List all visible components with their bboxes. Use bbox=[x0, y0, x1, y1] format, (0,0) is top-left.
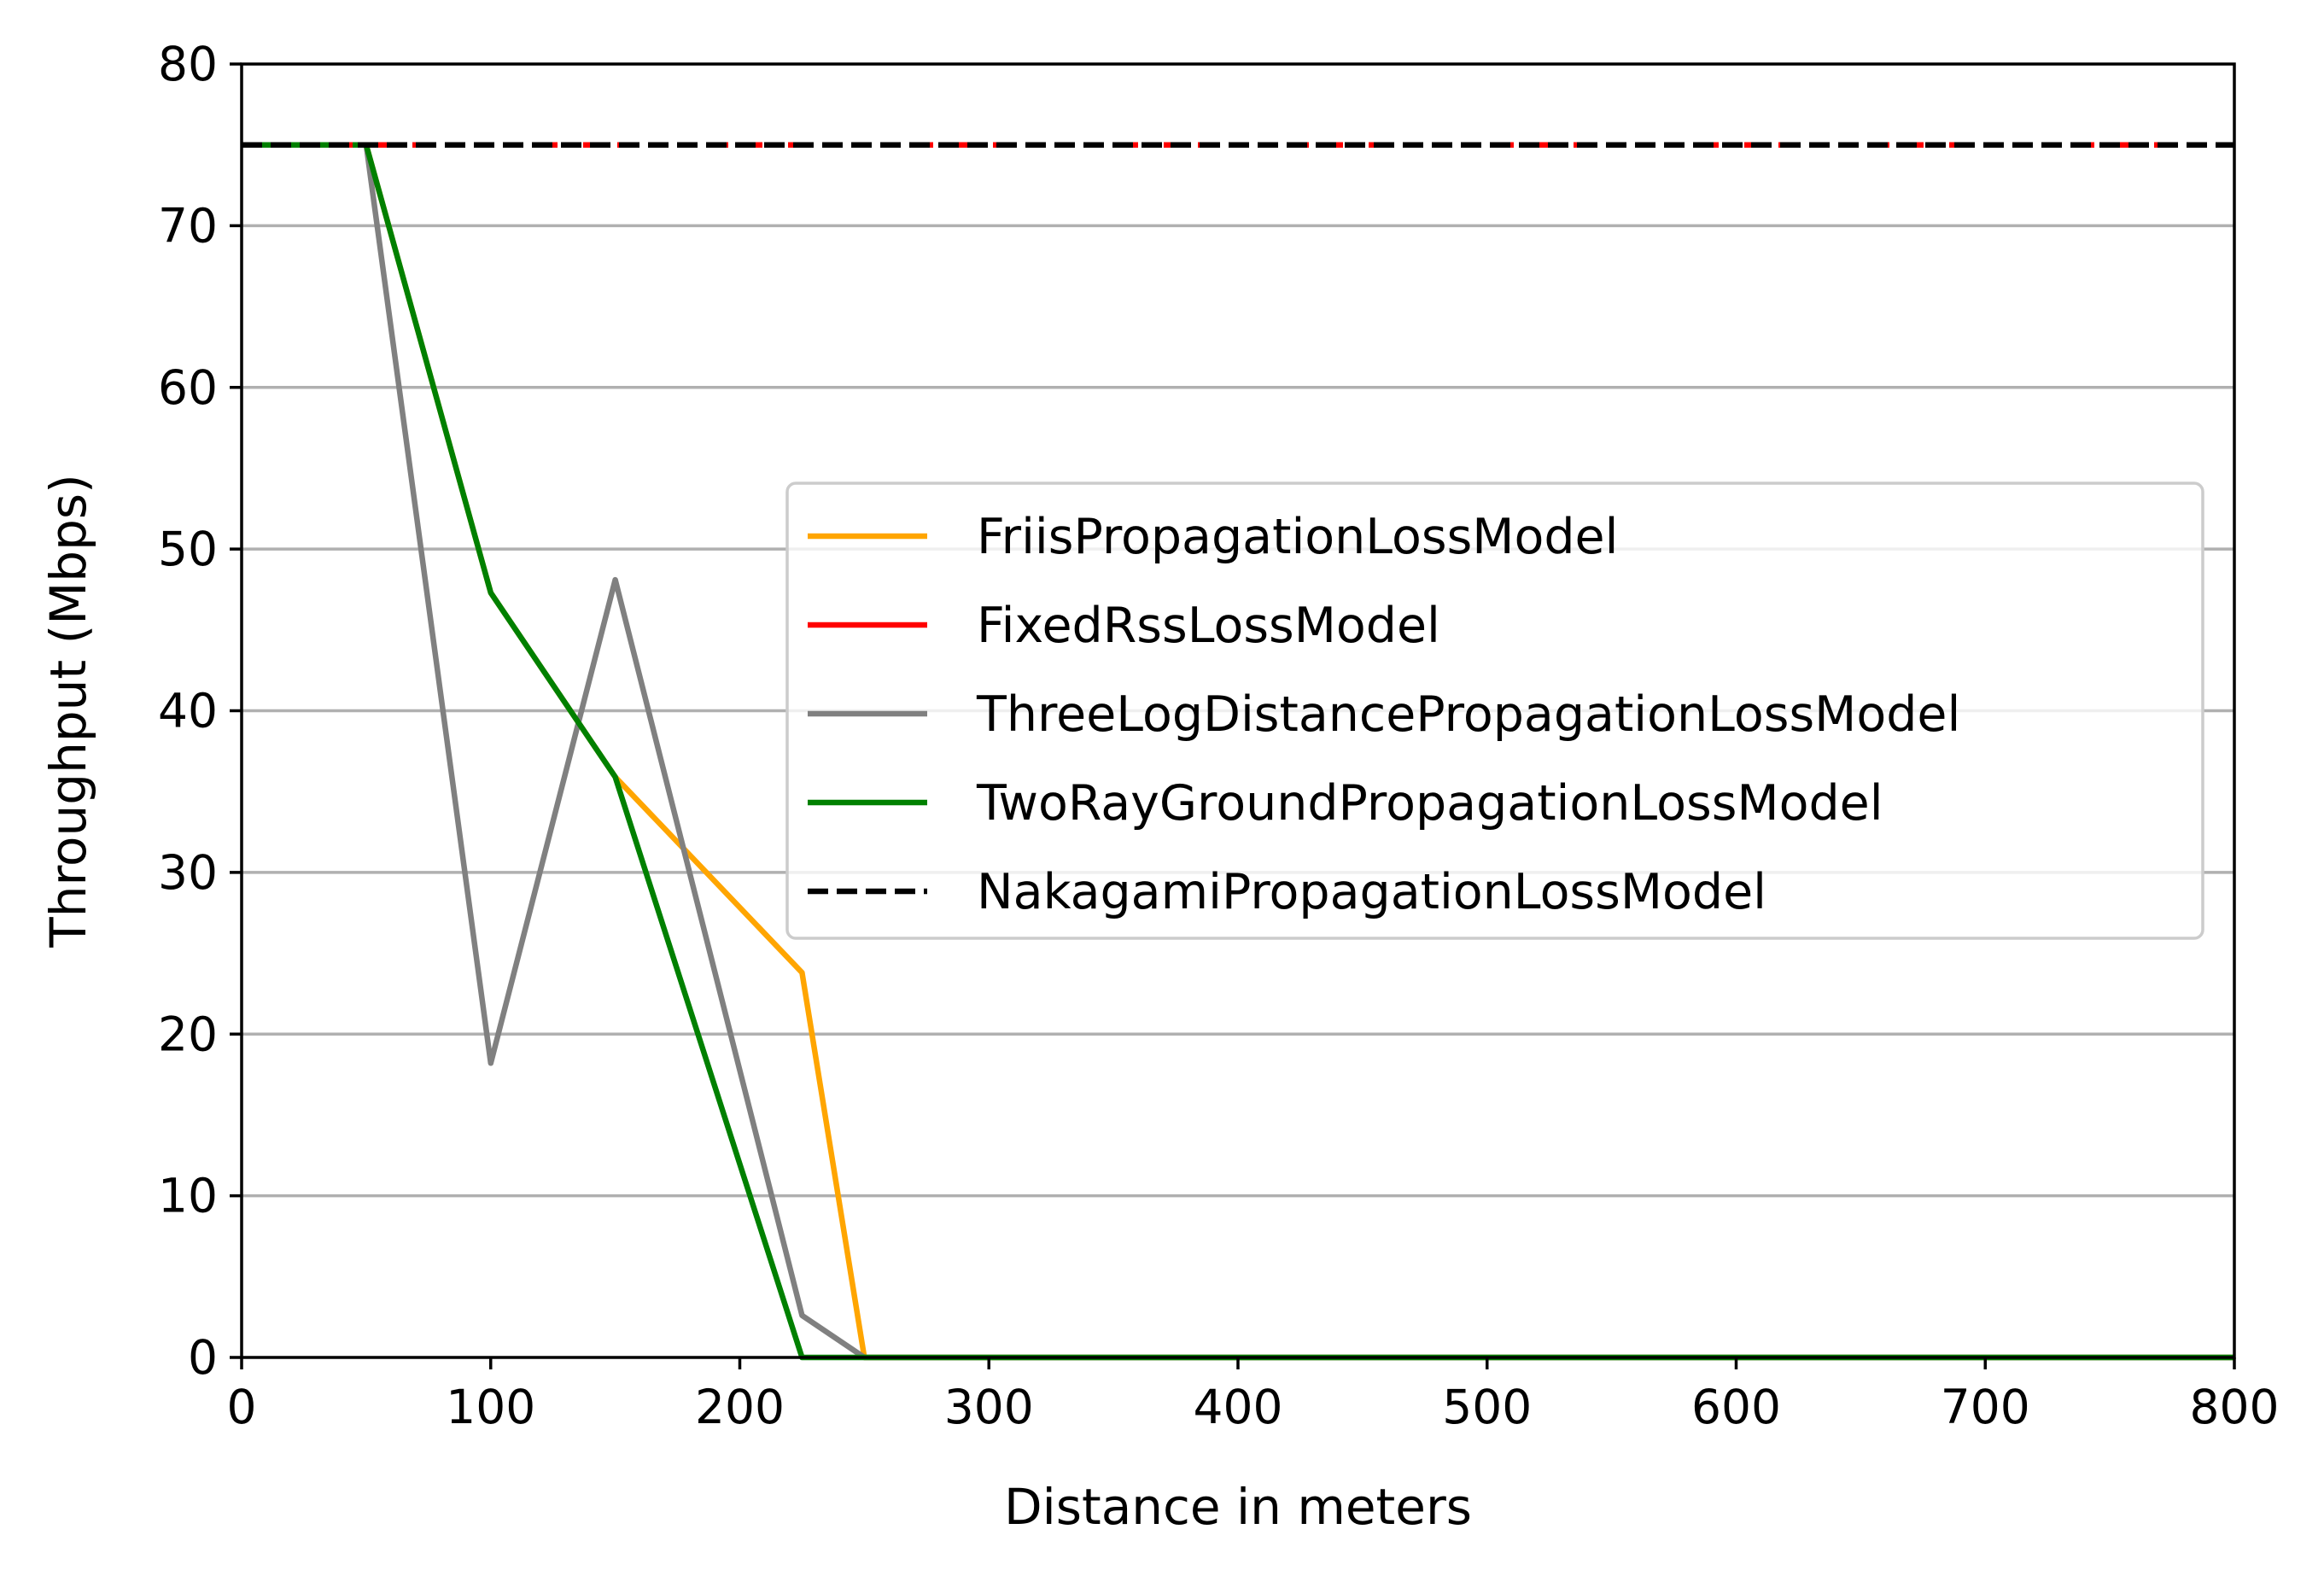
x-axis-label: Distance in meters bbox=[1004, 1478, 1472, 1536]
x-tick-label: 300 bbox=[944, 1380, 1034, 1434]
x-tick-label: 500 bbox=[1442, 1380, 1532, 1434]
y-tick-label: 30 bbox=[158, 845, 218, 900]
legend-label: FixedRssLossModel bbox=[977, 598, 1440, 654]
x-tick-label: 200 bbox=[695, 1380, 785, 1434]
x-tick-label: 400 bbox=[1194, 1380, 1283, 1434]
legend-label: ThreeLogDistancePropagationLossModel bbox=[976, 686, 1960, 743]
y-tick-label: 10 bbox=[158, 1169, 218, 1223]
y-tick-label: 70 bbox=[158, 198, 218, 253]
legend: FriisPropagationLossModel FixedRssLossMod… bbox=[785, 482, 2204, 940]
x-tick-label: 700 bbox=[1941, 1380, 2030, 1434]
legend-label: NakagamiPropagationLossModel bbox=[977, 864, 1766, 920]
y-tick-label: 40 bbox=[158, 684, 218, 738]
y-axis-label: Throughput (Mbps) bbox=[39, 474, 97, 948]
x-tick-label: 0 bbox=[227, 1380, 257, 1434]
y-tick-label: 50 bbox=[158, 522, 218, 576]
legend-box bbox=[785, 482, 2204, 940]
x-tick-label: 600 bbox=[1691, 1380, 1781, 1434]
axis-ticks: 0 100 200 300 400 500 600 700 800 0 10 20 30 40 50 60 70… bbox=[158, 37, 2279, 1434]
legend-label: FriisPropagationLossModel bbox=[977, 509, 1618, 565]
y-tick-label: 20 bbox=[158, 1007, 218, 1061]
y-tick-label: 0 bbox=[188, 1330, 218, 1385]
x-tick-label: 100 bbox=[446, 1380, 535, 1434]
legend-label: TwoRayGroundPropagationLossModel bbox=[976, 775, 1883, 832]
x-tick-label: 800 bbox=[2190, 1380, 2280, 1434]
y-tick-label: 80 bbox=[158, 37, 218, 91]
y-tick-label: 60 bbox=[158, 360, 218, 415]
